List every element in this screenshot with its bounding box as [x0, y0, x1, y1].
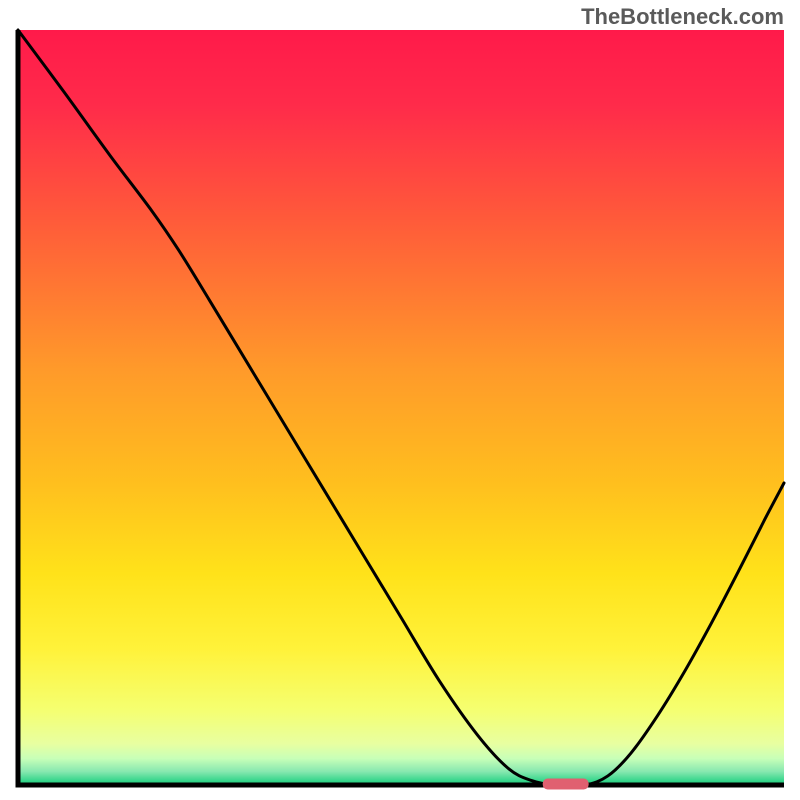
bottleneck-chart: TheBottleneck.com [0, 0, 800, 800]
gradient-background [18, 30, 784, 785]
watermark-text: TheBottleneck.com [581, 4, 784, 30]
plot-area [18, 30, 784, 785]
